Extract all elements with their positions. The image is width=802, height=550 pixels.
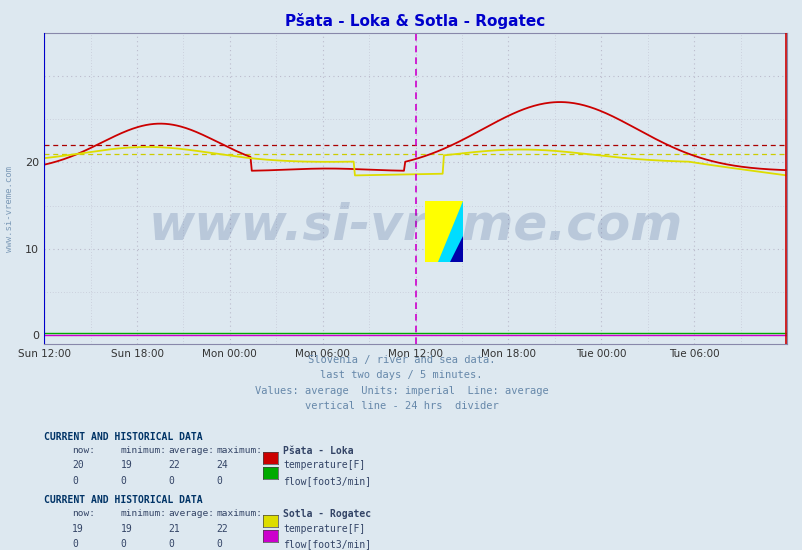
Text: 0: 0: [72, 539, 78, 549]
Text: 0: 0: [217, 476, 222, 486]
Text: Slovenia / river and sea data.: Slovenia / river and sea data.: [307, 355, 495, 365]
Text: Pšata - Loka: Pšata - Loka: [283, 446, 354, 456]
Text: 22: 22: [217, 524, 229, 534]
Text: 20: 20: [72, 460, 84, 470]
Text: CURRENT AND HISTORICAL DATA: CURRENT AND HISTORICAL DATA: [44, 495, 203, 505]
Text: 0: 0: [72, 476, 78, 486]
Polygon shape: [449, 236, 463, 262]
Text: 0: 0: [120, 476, 126, 486]
Text: 0: 0: [168, 476, 174, 486]
Text: temperature[F]: temperature[F]: [283, 460, 365, 470]
Polygon shape: [438, 201, 463, 262]
Text: maximum:: maximum:: [217, 446, 262, 455]
Text: 21: 21: [168, 524, 180, 534]
Text: 19: 19: [120, 460, 132, 470]
Text: 19: 19: [72, 524, 84, 534]
Text: 0: 0: [217, 539, 222, 549]
Text: average:: average:: [168, 446, 214, 455]
Text: CURRENT AND HISTORICAL DATA: CURRENT AND HISTORICAL DATA: [44, 432, 203, 442]
Text: 19: 19: [120, 524, 132, 534]
Text: average:: average:: [168, 509, 214, 518]
Text: temperature[F]: temperature[F]: [283, 524, 365, 534]
Text: minimum:: minimum:: [120, 446, 166, 455]
Text: vertical line - 24 hrs  divider: vertical line - 24 hrs divider: [304, 401, 498, 411]
Text: Values: average  Units: imperial  Line: average: Values: average Units: imperial Line: av…: [254, 386, 548, 395]
Text: 0: 0: [168, 539, 174, 549]
Text: flow[foot3/min]: flow[foot3/min]: [283, 539, 371, 549]
Text: minimum:: minimum:: [120, 509, 166, 518]
Text: last two days / 5 minutes.: last two days / 5 minutes.: [320, 370, 482, 380]
Title: Pšata - Loka & Sotla - Rogatec: Pšata - Loka & Sotla - Rogatec: [285, 13, 545, 29]
Text: Sotla - Rogatec: Sotla - Rogatec: [283, 509, 371, 519]
Text: 24: 24: [217, 460, 229, 470]
Text: www.si-vreme.com: www.si-vreme.com: [148, 202, 682, 250]
Text: maximum:: maximum:: [217, 509, 262, 518]
Text: now:: now:: [72, 446, 95, 455]
Bar: [424, 201, 463, 262]
Text: 0: 0: [120, 539, 126, 549]
Text: 22: 22: [168, 460, 180, 470]
Text: flow[foot3/min]: flow[foot3/min]: [283, 476, 371, 486]
Text: www.si-vreme.com: www.si-vreme.com: [5, 166, 14, 252]
Text: now:: now:: [72, 509, 95, 518]
